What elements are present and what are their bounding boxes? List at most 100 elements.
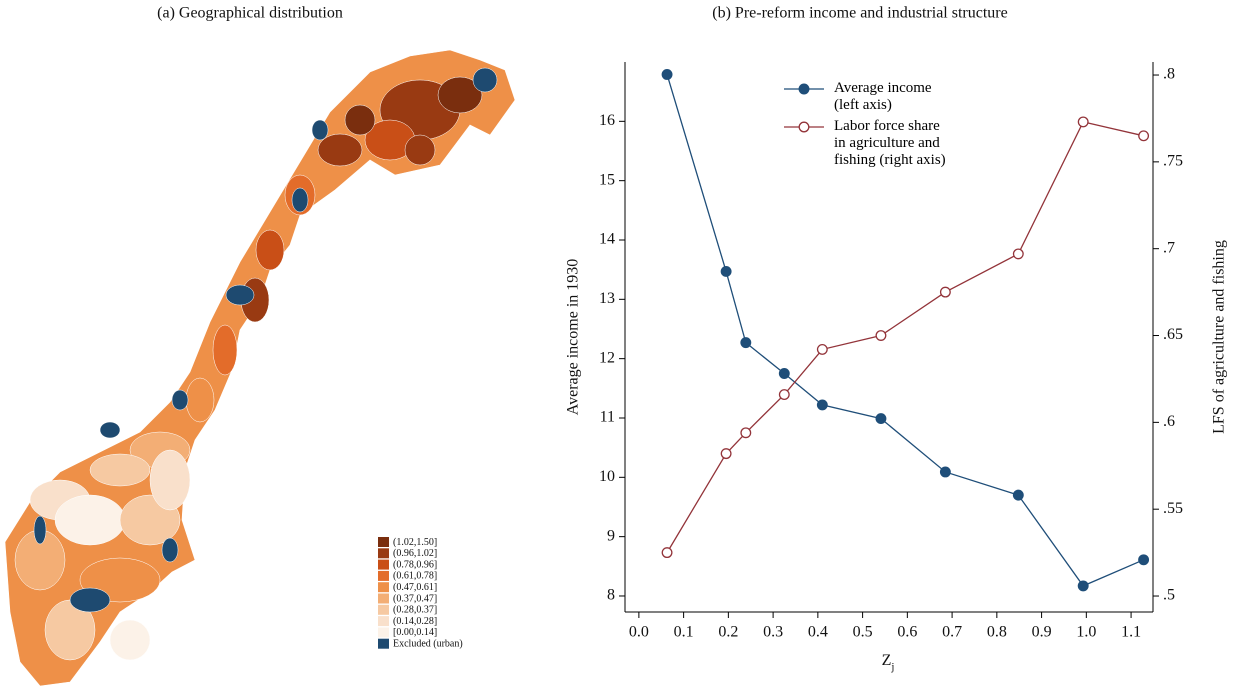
data-point: [939, 466, 951, 478]
x-tick-label: 0.9: [1032, 624, 1052, 641]
map-region: [54, 494, 126, 546]
legend-swatch: [378, 548, 389, 559]
map-region: [33, 515, 47, 545]
map-region: [311, 119, 329, 141]
legend-swatch: [378, 604, 389, 615]
y2-tick-label: .75: [1163, 153, 1183, 170]
data-point: [778, 389, 790, 401]
x-axis-label-main: Z: [882, 652, 892, 669]
data-point: [1138, 554, 1150, 566]
x-tick-label: 0.3: [763, 624, 783, 641]
x-tick-label: 0.5: [853, 624, 873, 641]
map-region: [185, 377, 215, 423]
map-region: [317, 133, 363, 167]
y-tick-label: 15: [599, 171, 615, 188]
x-tick-label: 0.1: [674, 624, 694, 641]
legend-swatch: [378, 570, 389, 581]
map-title: (a) Geographical distribution: [157, 5, 343, 22]
legend-swatch: [378, 559, 389, 570]
legend-label: (0.28,0.37]: [393, 605, 437, 616]
y-tick-label: 9: [607, 527, 615, 544]
map-region: [109, 619, 151, 661]
map-region: [99, 421, 121, 439]
data-point: [1077, 580, 1089, 592]
map-region: [404, 134, 436, 166]
x-tick-label: 0.7: [942, 624, 962, 641]
y2-tick-label: .6: [1163, 413, 1175, 430]
data-point: [740, 427, 752, 439]
series-line: [666, 121, 1144, 553]
legend-label: Average income (left axis): [834, 80, 932, 113]
x-tick-label: 0.2: [718, 624, 738, 641]
data-point: [720, 448, 732, 460]
legend-swatch: [378, 582, 389, 593]
x-tick-label: 0.8: [987, 624, 1007, 641]
data-point: [1012, 489, 1024, 501]
legend-label: (0.96,1.02]: [393, 548, 437, 559]
x-tick-label: 0.6: [897, 624, 917, 641]
x-axis-label-sub: j: [890, 661, 894, 673]
y2-tick-label: .55: [1163, 500, 1183, 517]
y2-tick-label: .8: [1163, 66, 1175, 83]
map-region: [437, 76, 483, 114]
y-axis-label: Average income in 1930: [565, 259, 582, 416]
y2-axis-label: LFS of agriculture and fishing: [1211, 240, 1228, 434]
legend-swatch: [378, 627, 389, 638]
y-tick-label: 14: [599, 231, 615, 248]
x-axis-label: Zj: [882, 652, 895, 673]
y-tick-label: 16: [599, 112, 615, 129]
y-tick-label: 11: [600, 409, 615, 426]
legend-icon: [784, 121, 824, 133]
map-region: [89, 453, 151, 487]
data-point: [1012, 248, 1024, 260]
data-point: [875, 330, 887, 341]
map-region: [69, 587, 111, 613]
y-tick-label: 13: [599, 290, 615, 307]
data-point: [740, 337, 752, 349]
map-region: [171, 389, 189, 411]
x-tick-label: 0.4: [808, 624, 828, 641]
data-point: [778, 368, 790, 379]
map-region: [149, 449, 191, 511]
data-point: [661, 547, 673, 559]
data-point: [875, 413, 887, 425]
map-region: [472, 67, 498, 93]
x-tick-label: 0.0: [629, 624, 649, 641]
legend: Average income (left axis) Labor force sh…: [782, 80, 946, 173]
legend-label: Labor force share in agriculture and fis…: [834, 118, 946, 168]
map-region: [344, 104, 376, 136]
y2-tick-label: .7: [1163, 239, 1175, 256]
legend-entry: Labor force share in agriculture and fis…: [782, 118, 946, 169]
legend-entry: Average income (left axis): [782, 80, 946, 114]
legend-swatch: [378, 593, 389, 604]
map-region: [291, 187, 309, 213]
legend-label: (1.02,1.50]: [393, 537, 437, 548]
legend-marker: [798, 121, 810, 133]
map-region: [161, 537, 179, 563]
legend-label: (0.78,0.96]: [393, 559, 437, 570]
data-point: [661, 69, 673, 80]
y-tick-label: 8: [607, 587, 615, 604]
legend-icon: [784, 83, 824, 95]
data-point: [1138, 130, 1150, 142]
legend-label: Excluded (urban): [393, 638, 463, 649]
map-region: [212, 324, 238, 376]
x-tick-label: 1.0: [1076, 624, 1096, 641]
legend-swatch: [378, 537, 389, 547]
y-tick-label: 10: [599, 468, 615, 485]
legend-label: (0.47,0.61]: [393, 582, 437, 593]
map-region: [225, 284, 255, 306]
legend-label: (0.14,0.28]: [393, 616, 437, 627]
legend-swatch: [378, 616, 389, 627]
map-region: [255, 229, 285, 271]
data-point: [816, 343, 828, 355]
legend-label: (0.61,0.78]: [393, 571, 437, 582]
legend-label: [0.00,0.14]: [393, 627, 437, 638]
legend-swatch: [378, 638, 389, 649]
y2-tick-label: .5: [1163, 587, 1175, 604]
series-line: [666, 74, 1144, 587]
data-point: [816, 399, 828, 411]
y-tick-label: 12: [599, 349, 615, 366]
